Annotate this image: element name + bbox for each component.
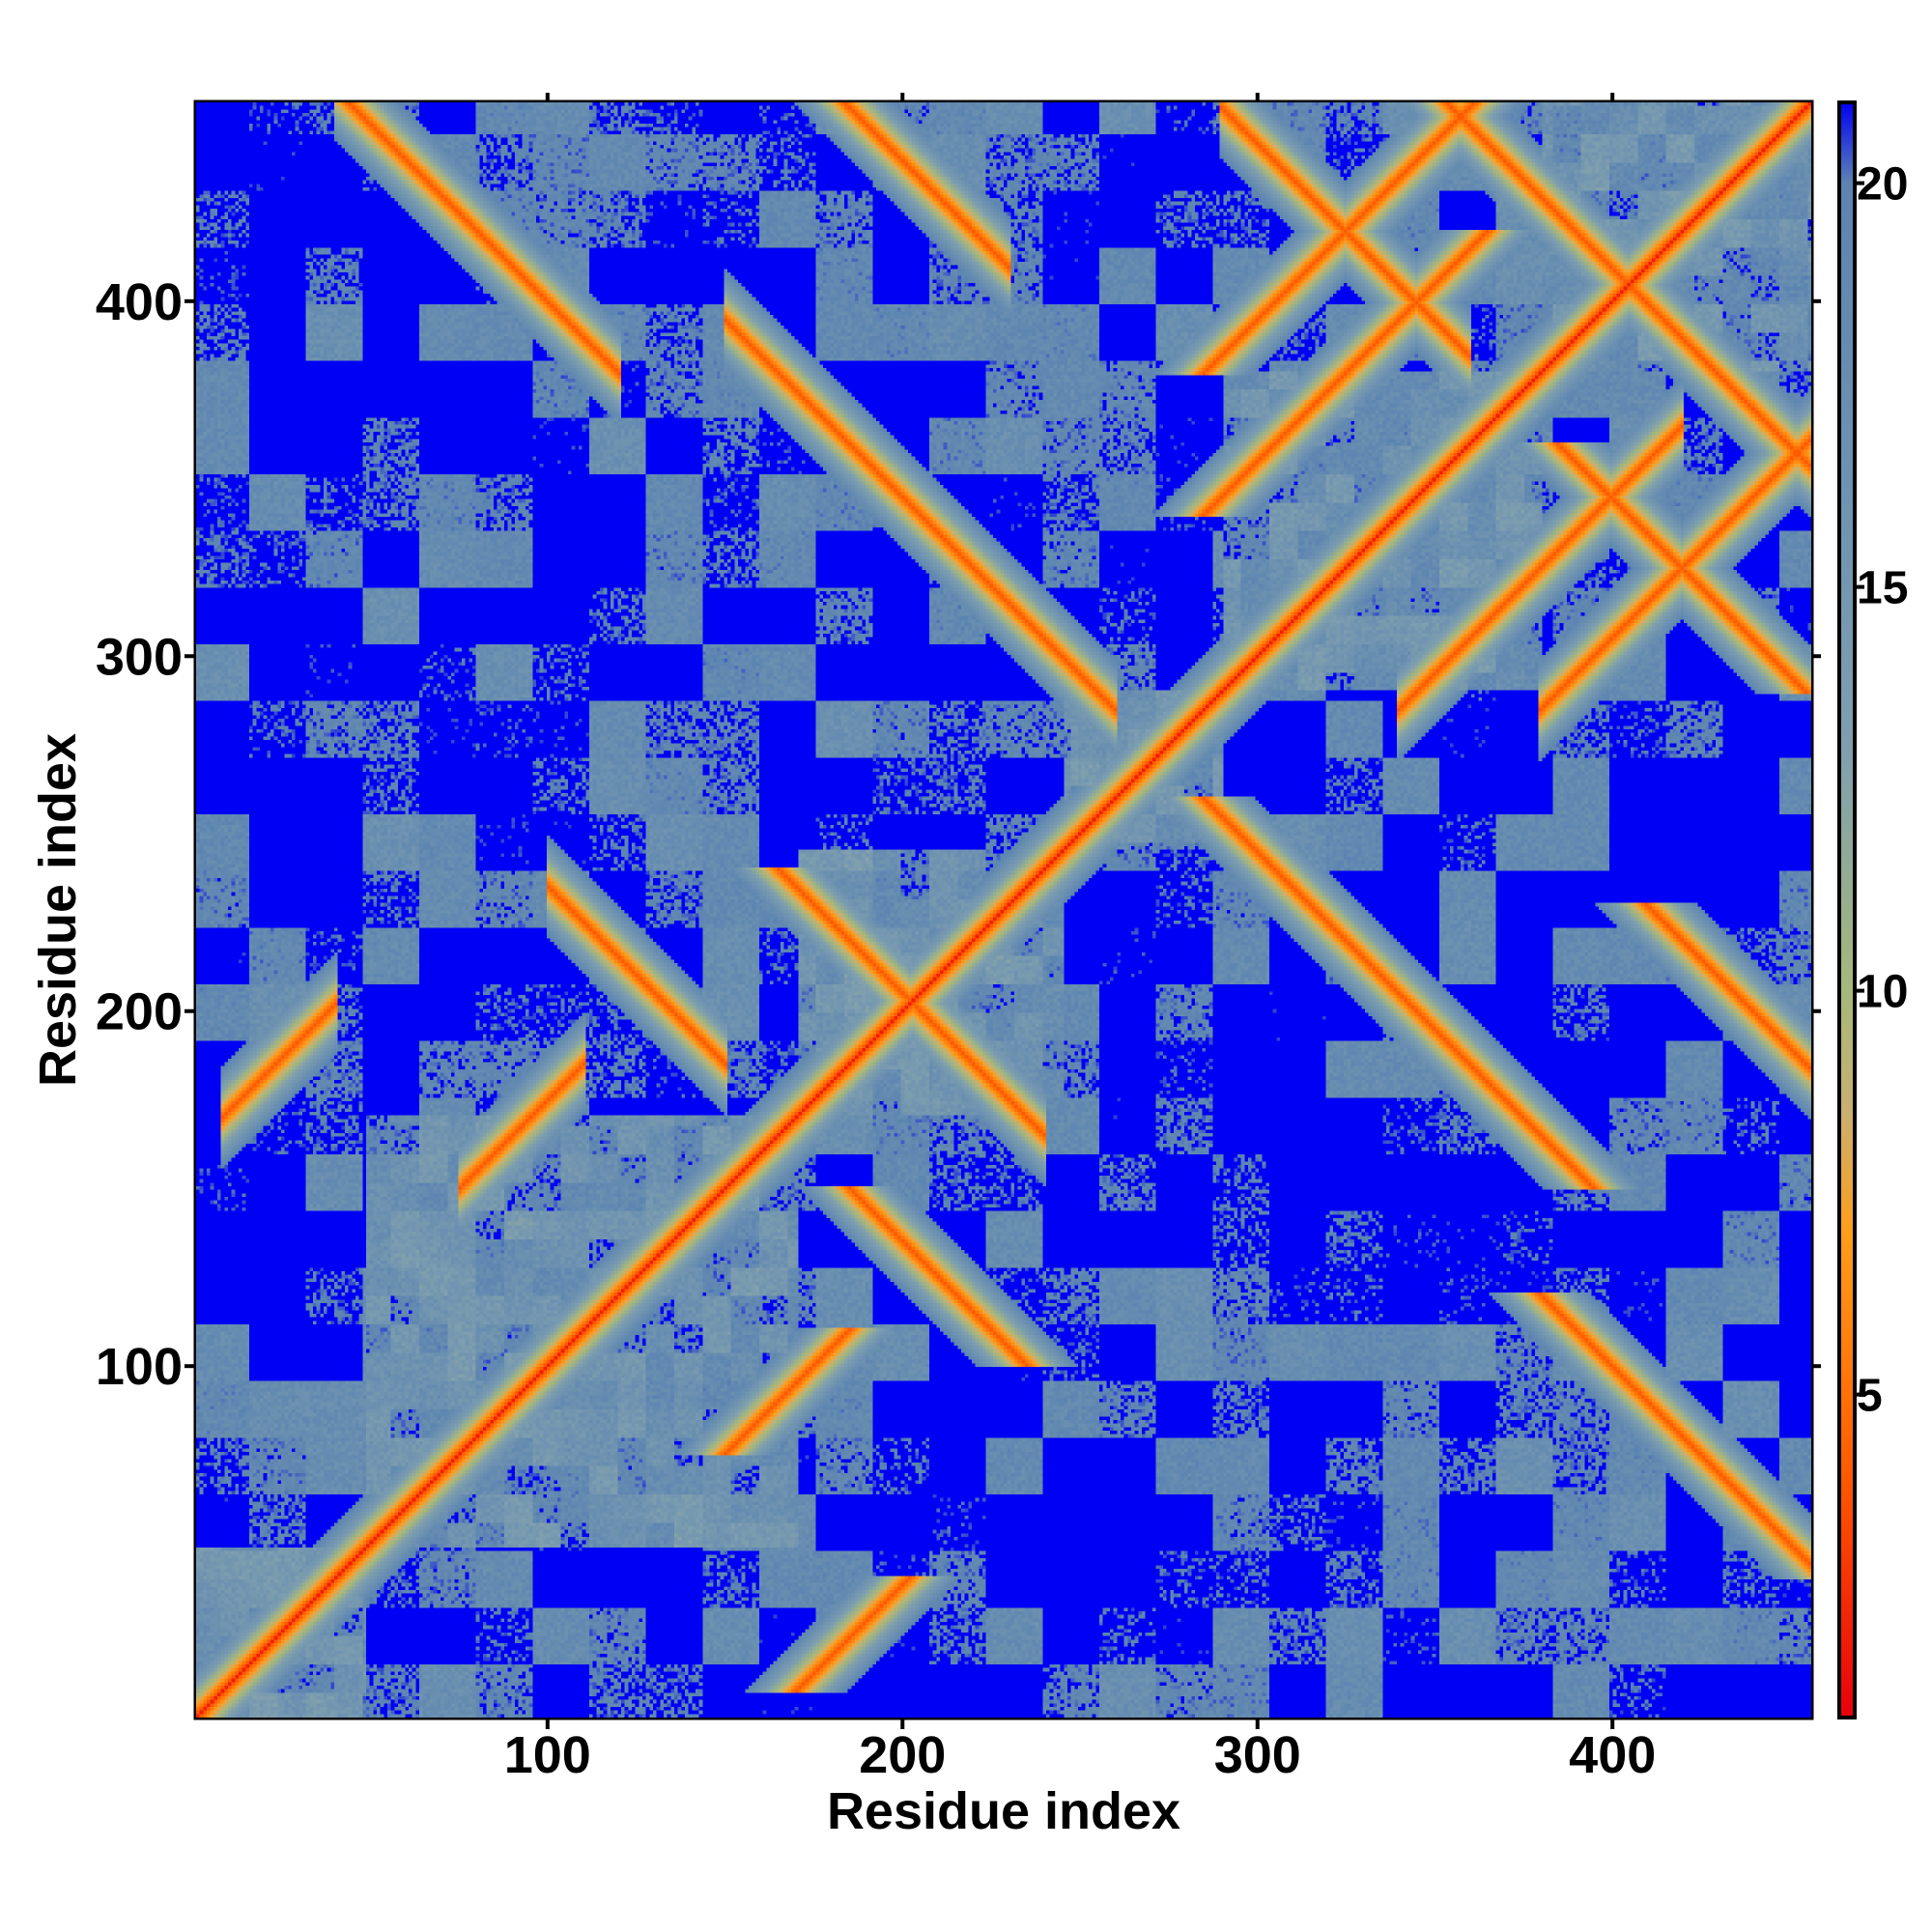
colorbar-tick-label: 5 xyxy=(1857,1371,1883,1422)
colorbar xyxy=(1837,100,1857,1719)
x-tick-label: 300 xyxy=(1214,1726,1301,1784)
colorbar-ticks: 5 10 15 20 xyxy=(1855,159,1908,1422)
colorbar-tick-label: 20 xyxy=(1857,159,1908,211)
right-axis-ticks xyxy=(1811,298,1821,1369)
y-tick-label: 300 xyxy=(96,628,183,686)
x-tick-label: 200 xyxy=(859,1726,946,1784)
colorbar-tick-label: 10 xyxy=(1857,967,1908,1018)
y-tick-label: 100 xyxy=(96,1338,183,1396)
y-axis-ticks: 100 200 300 400 xyxy=(96,273,196,1396)
x-axis-ticks: 100 200 300 400 xyxy=(504,1718,1656,1784)
y-tick-label: 400 xyxy=(96,273,183,331)
x-tick-label: 100 xyxy=(504,1726,591,1784)
colorbar-tick-label: 15 xyxy=(1857,563,1908,614)
x-axis-label: Residue index xyxy=(827,1782,1180,1840)
y-axis-label: Residue index xyxy=(29,733,87,1087)
y-tick-label: 200 xyxy=(96,983,183,1041)
top-axis-ticks xyxy=(545,93,1615,102)
contact-map-heatmap xyxy=(196,102,1811,1718)
x-tick-label: 400 xyxy=(1569,1726,1656,1784)
